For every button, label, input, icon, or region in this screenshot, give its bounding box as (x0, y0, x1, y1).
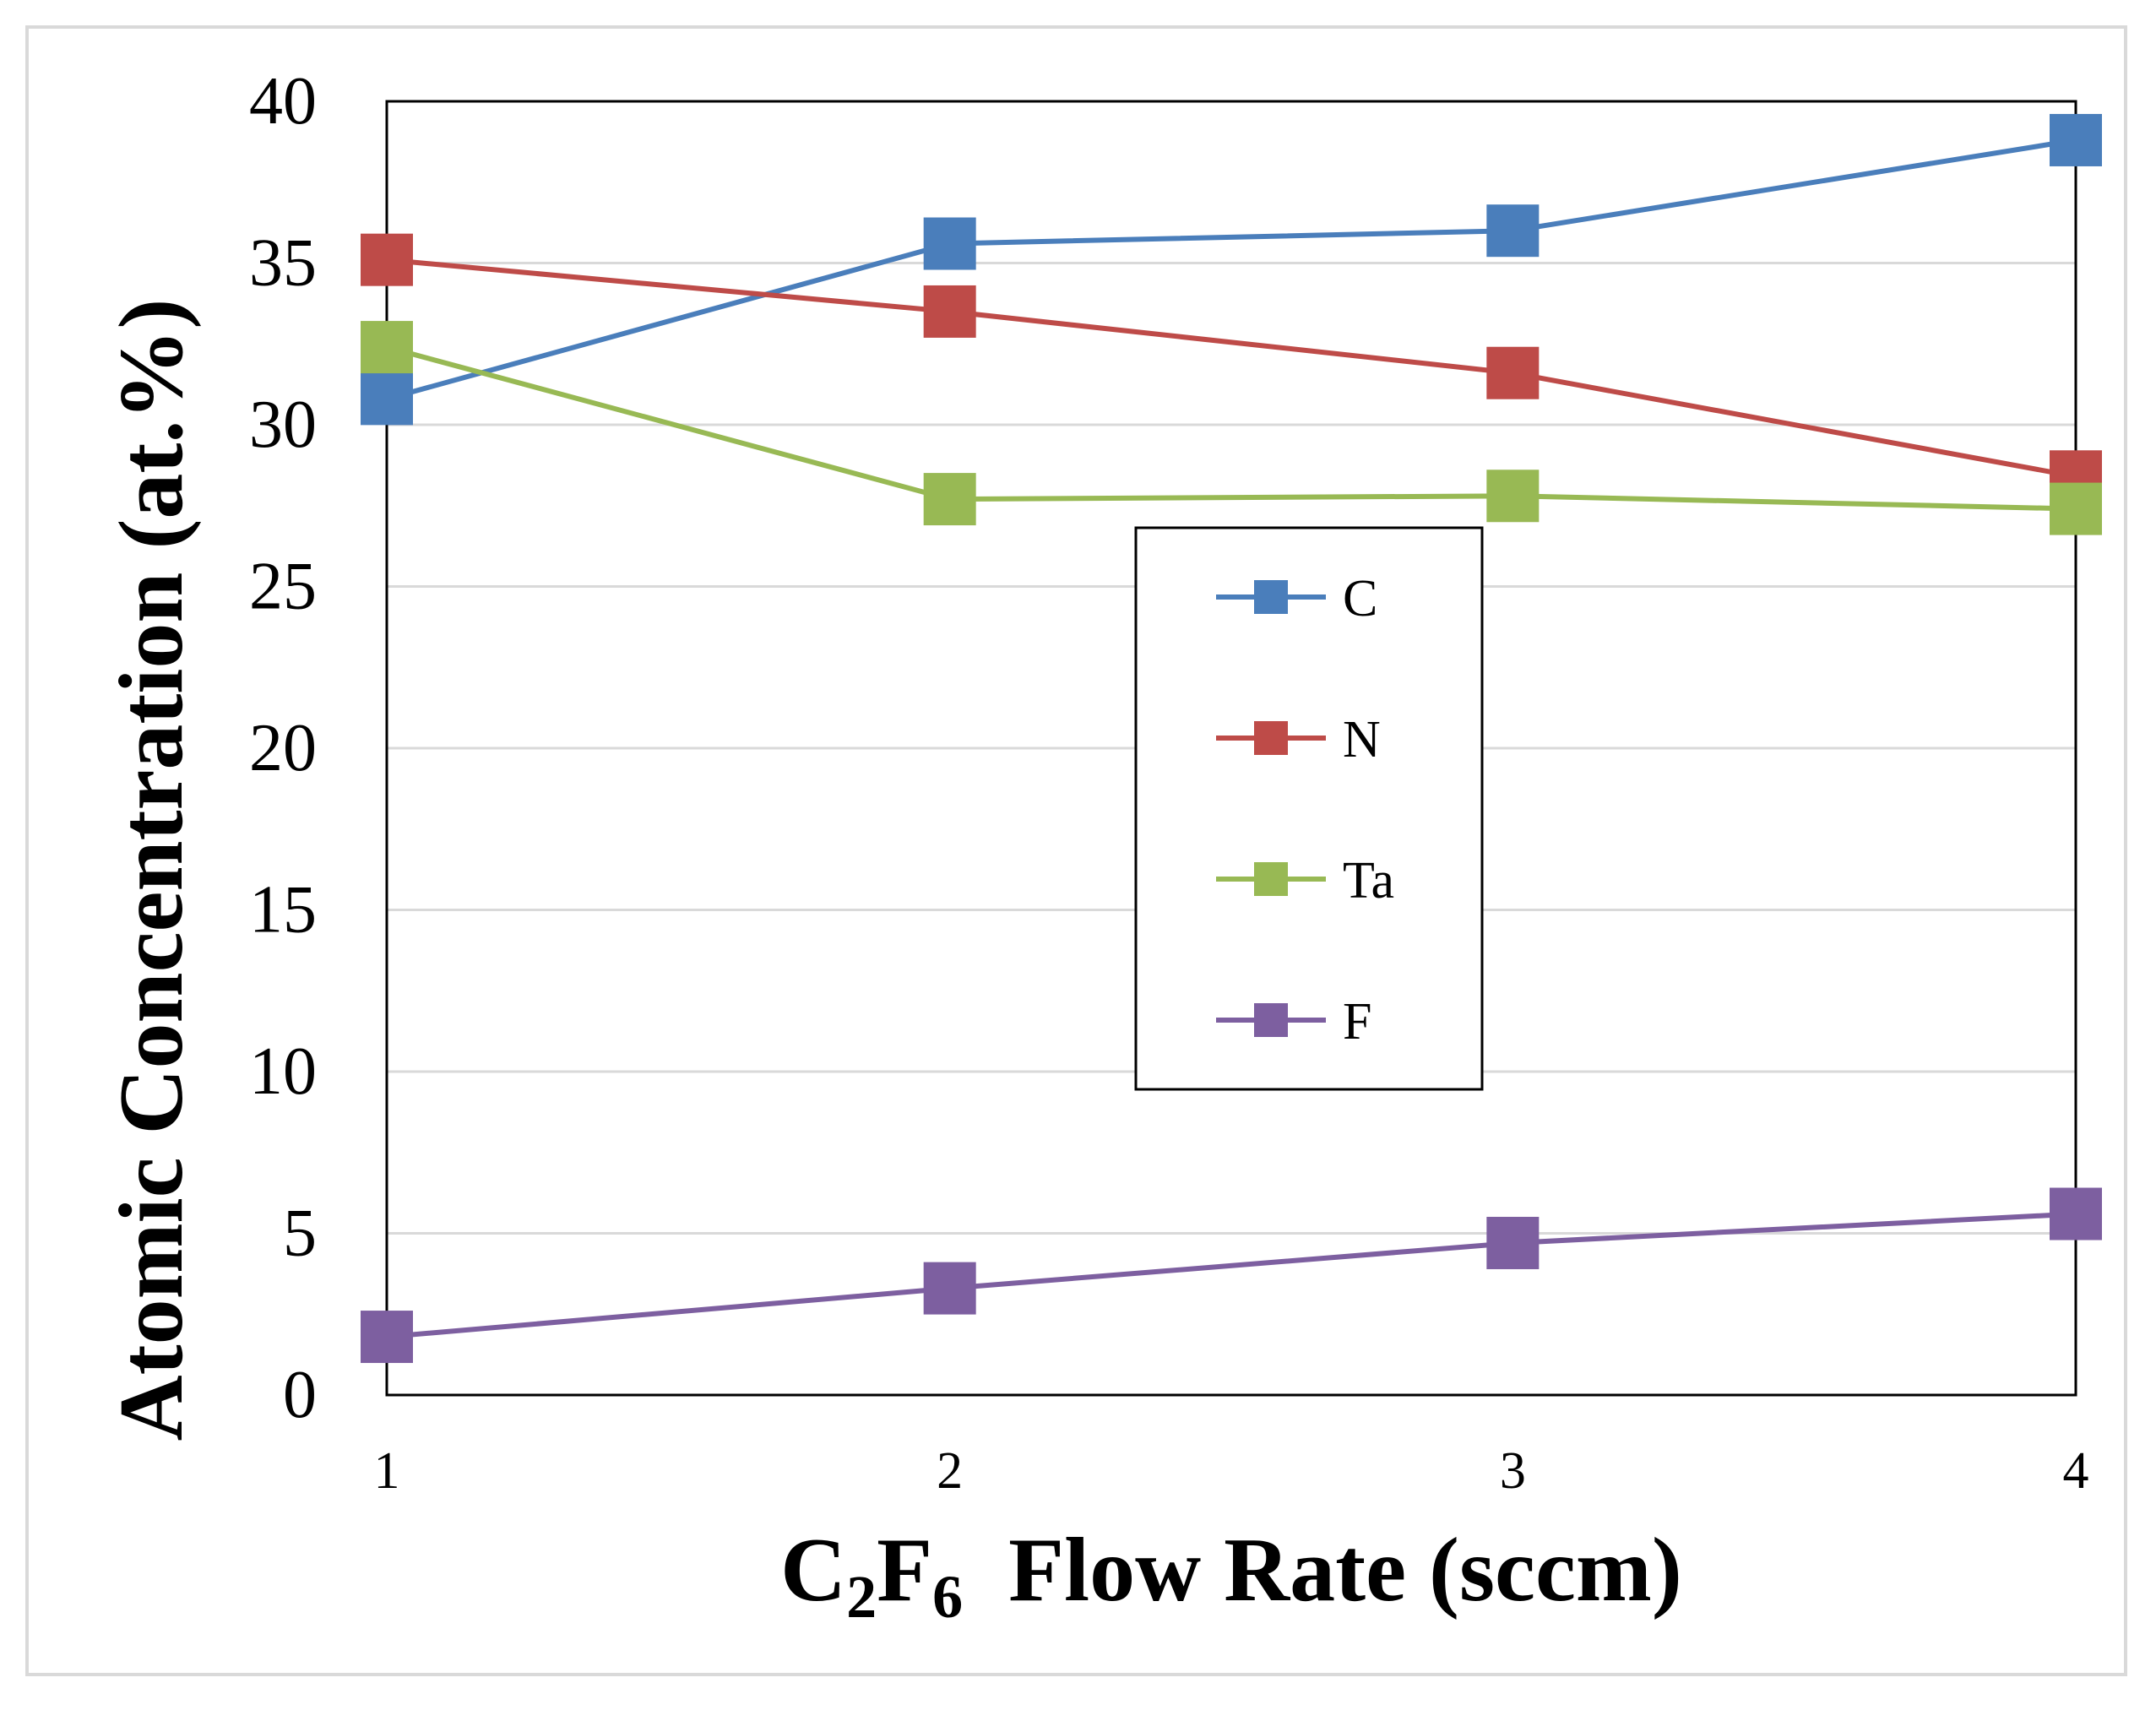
plot-area-border (385, 100, 2077, 1397)
series-line-f (386, 1211, 2077, 1340)
marker-f-2 (923, 1262, 976, 1315)
legend-label-ta: Ta (1343, 852, 1394, 909)
marker-n-3 (1486, 346, 1540, 399)
y-tick-15: 15 (249, 873, 317, 947)
y-tick-20: 20 (249, 711, 317, 785)
x-axis-title-rest: Flow Rate (sccm) (963, 1520, 1682, 1620)
legend-marker-n (1254, 721, 1288, 755)
marker-c-2 (923, 217, 976, 270)
legend: C N Ta F (1134, 526, 1484, 1091)
y-axis-ticks: 0 5 10 15 20 25 30 35 40 (249, 64, 317, 1432)
marker-f-3 (1486, 1216, 1540, 1269)
marker-ta-1 (361, 321, 413, 374)
series-line-n (386, 257, 2077, 480)
legend-marker-c (1254, 580, 1288, 614)
x-tick-4: 4 (2063, 1442, 2089, 1500)
legend-box (1134, 526, 1484, 1091)
legend-label-f: F (1343, 993, 1371, 1050)
series-ta (361, 321, 2102, 535)
marker-ta-3 (1486, 470, 1540, 523)
x-axis-ticks: 1 2 3 4 (374, 1442, 2089, 1500)
legend-marker-ta (1254, 862, 1288, 896)
legend-item-ta: Ta (1216, 852, 1394, 909)
marker-f-4 (2050, 1187, 2102, 1240)
y-tick-5: 5 (283, 1197, 317, 1271)
series-c (361, 113, 2102, 426)
x-axis-title-f: F (877, 1520, 932, 1620)
x-axis-title-sub-6: 6 (932, 1563, 963, 1631)
legend-item-n: N (1216, 711, 1381, 768)
legend-label-c: C (1343, 570, 1377, 627)
y-tick-0: 0 (283, 1358, 317, 1432)
x-axis-title-c: C (780, 1520, 846, 1620)
legend-label-n: N (1343, 711, 1381, 768)
legend-item-f: F (1216, 993, 1371, 1050)
x-tick-3: 3 (1500, 1442, 1526, 1500)
y-tick-10: 10 (249, 1034, 317, 1109)
y-axis-title: Atomic Concentration (at.%) (101, 299, 202, 1441)
y-tick-40: 40 (249, 64, 317, 138)
y-tick-25: 25 (249, 550, 317, 624)
x-tick-1: 1 (374, 1442, 400, 1500)
data-series (361, 113, 2102, 1364)
x-axis-title-sub-2: 2 (846, 1563, 877, 1631)
series-line-ta (386, 345, 2077, 512)
marker-c-1 (361, 372, 413, 426)
series-f (361, 1187, 2102, 1364)
marker-ta-2 (923, 473, 976, 526)
marker-n-2 (923, 285, 976, 338)
marker-f-1 (361, 1311, 413, 1364)
y-tick-35: 35 (249, 226, 317, 301)
series-line-c (386, 137, 2077, 402)
x-tick-2: 2 (937, 1442, 963, 1500)
marker-c-4 (2050, 113, 2102, 166)
marker-ta-4 (2050, 482, 2102, 535)
legend-marker-f (1254, 1003, 1288, 1037)
chart-frame (25, 25, 2127, 1676)
series-n (361, 233, 2102, 503)
x-axis-title: C2F6 Flow Rate (sccm) (780, 1520, 1682, 1631)
legend-item-c: C (1216, 570, 1377, 627)
y-tick-30: 30 (249, 388, 317, 462)
marker-n-1 (361, 233, 413, 286)
marker-c-3 (1486, 204, 1540, 258)
